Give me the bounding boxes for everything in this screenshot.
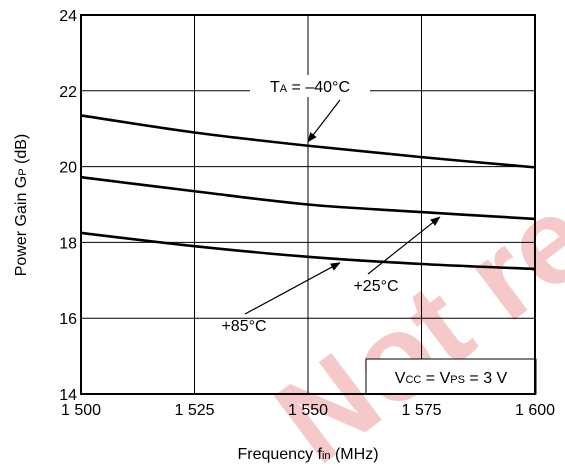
axes: 1 500 1 525 1 550 1 575 1 600 14 16 18 20 22 24 Fre… bbox=[13, 8, 555, 463]
series-line-2 bbox=[80, 231, 536, 271]
annotation-arrow-2 bbox=[244, 262, 341, 315]
series-lines bbox=[80, 114, 536, 271]
watermark-text: Not recommended bbox=[252, 0, 565, 468]
y-tick-label: 16 bbox=[59, 311, 77, 328]
annotation-bg bbox=[250, 75, 370, 97]
x-tick-label: 1 525 bbox=[174, 402, 214, 419]
series-line-1 bbox=[80, 175, 536, 221]
x-tick-label: 1 550 bbox=[288, 402, 328, 419]
plot-frame bbox=[80, 14, 536, 395]
x-tick-label: 1 600 bbox=[515, 402, 555, 419]
y-tick-label: 14 bbox=[59, 387, 77, 404]
watermark: Not recommended bbox=[252, 0, 565, 468]
condition-label: VCC = VPS = 3 V bbox=[395, 370, 508, 387]
annotation-arrow-0 bbox=[307, 99, 341, 143]
y-axis-label: Power Gain GP (dB) bbox=[13, 134, 30, 277]
y-tick-label: 24 bbox=[59, 8, 77, 25]
annotation-arrow-1 bbox=[367, 216, 441, 275]
x-axis-label: Frequency fin (MHz) bbox=[237, 446, 378, 463]
x-tick-label: 1 575 bbox=[401, 402, 441, 419]
annotation-label-2: +85°C bbox=[221, 318, 266, 335]
y-tick-label: 20 bbox=[59, 160, 77, 177]
annotation-label-0: TA = –40°C bbox=[270, 79, 350, 96]
y-tick-label: 18 bbox=[59, 235, 77, 252]
annotation-label-1: +25°C bbox=[353, 278, 398, 295]
y-tick-label: 22 bbox=[59, 84, 77, 101]
series-line-0 bbox=[80, 114, 536, 169]
x-tick-label: 1 500 bbox=[61, 402, 101, 419]
annotations: TA = –40°C +25°C +85°C VCC = VPS = 3 V bbox=[221, 75, 537, 395]
